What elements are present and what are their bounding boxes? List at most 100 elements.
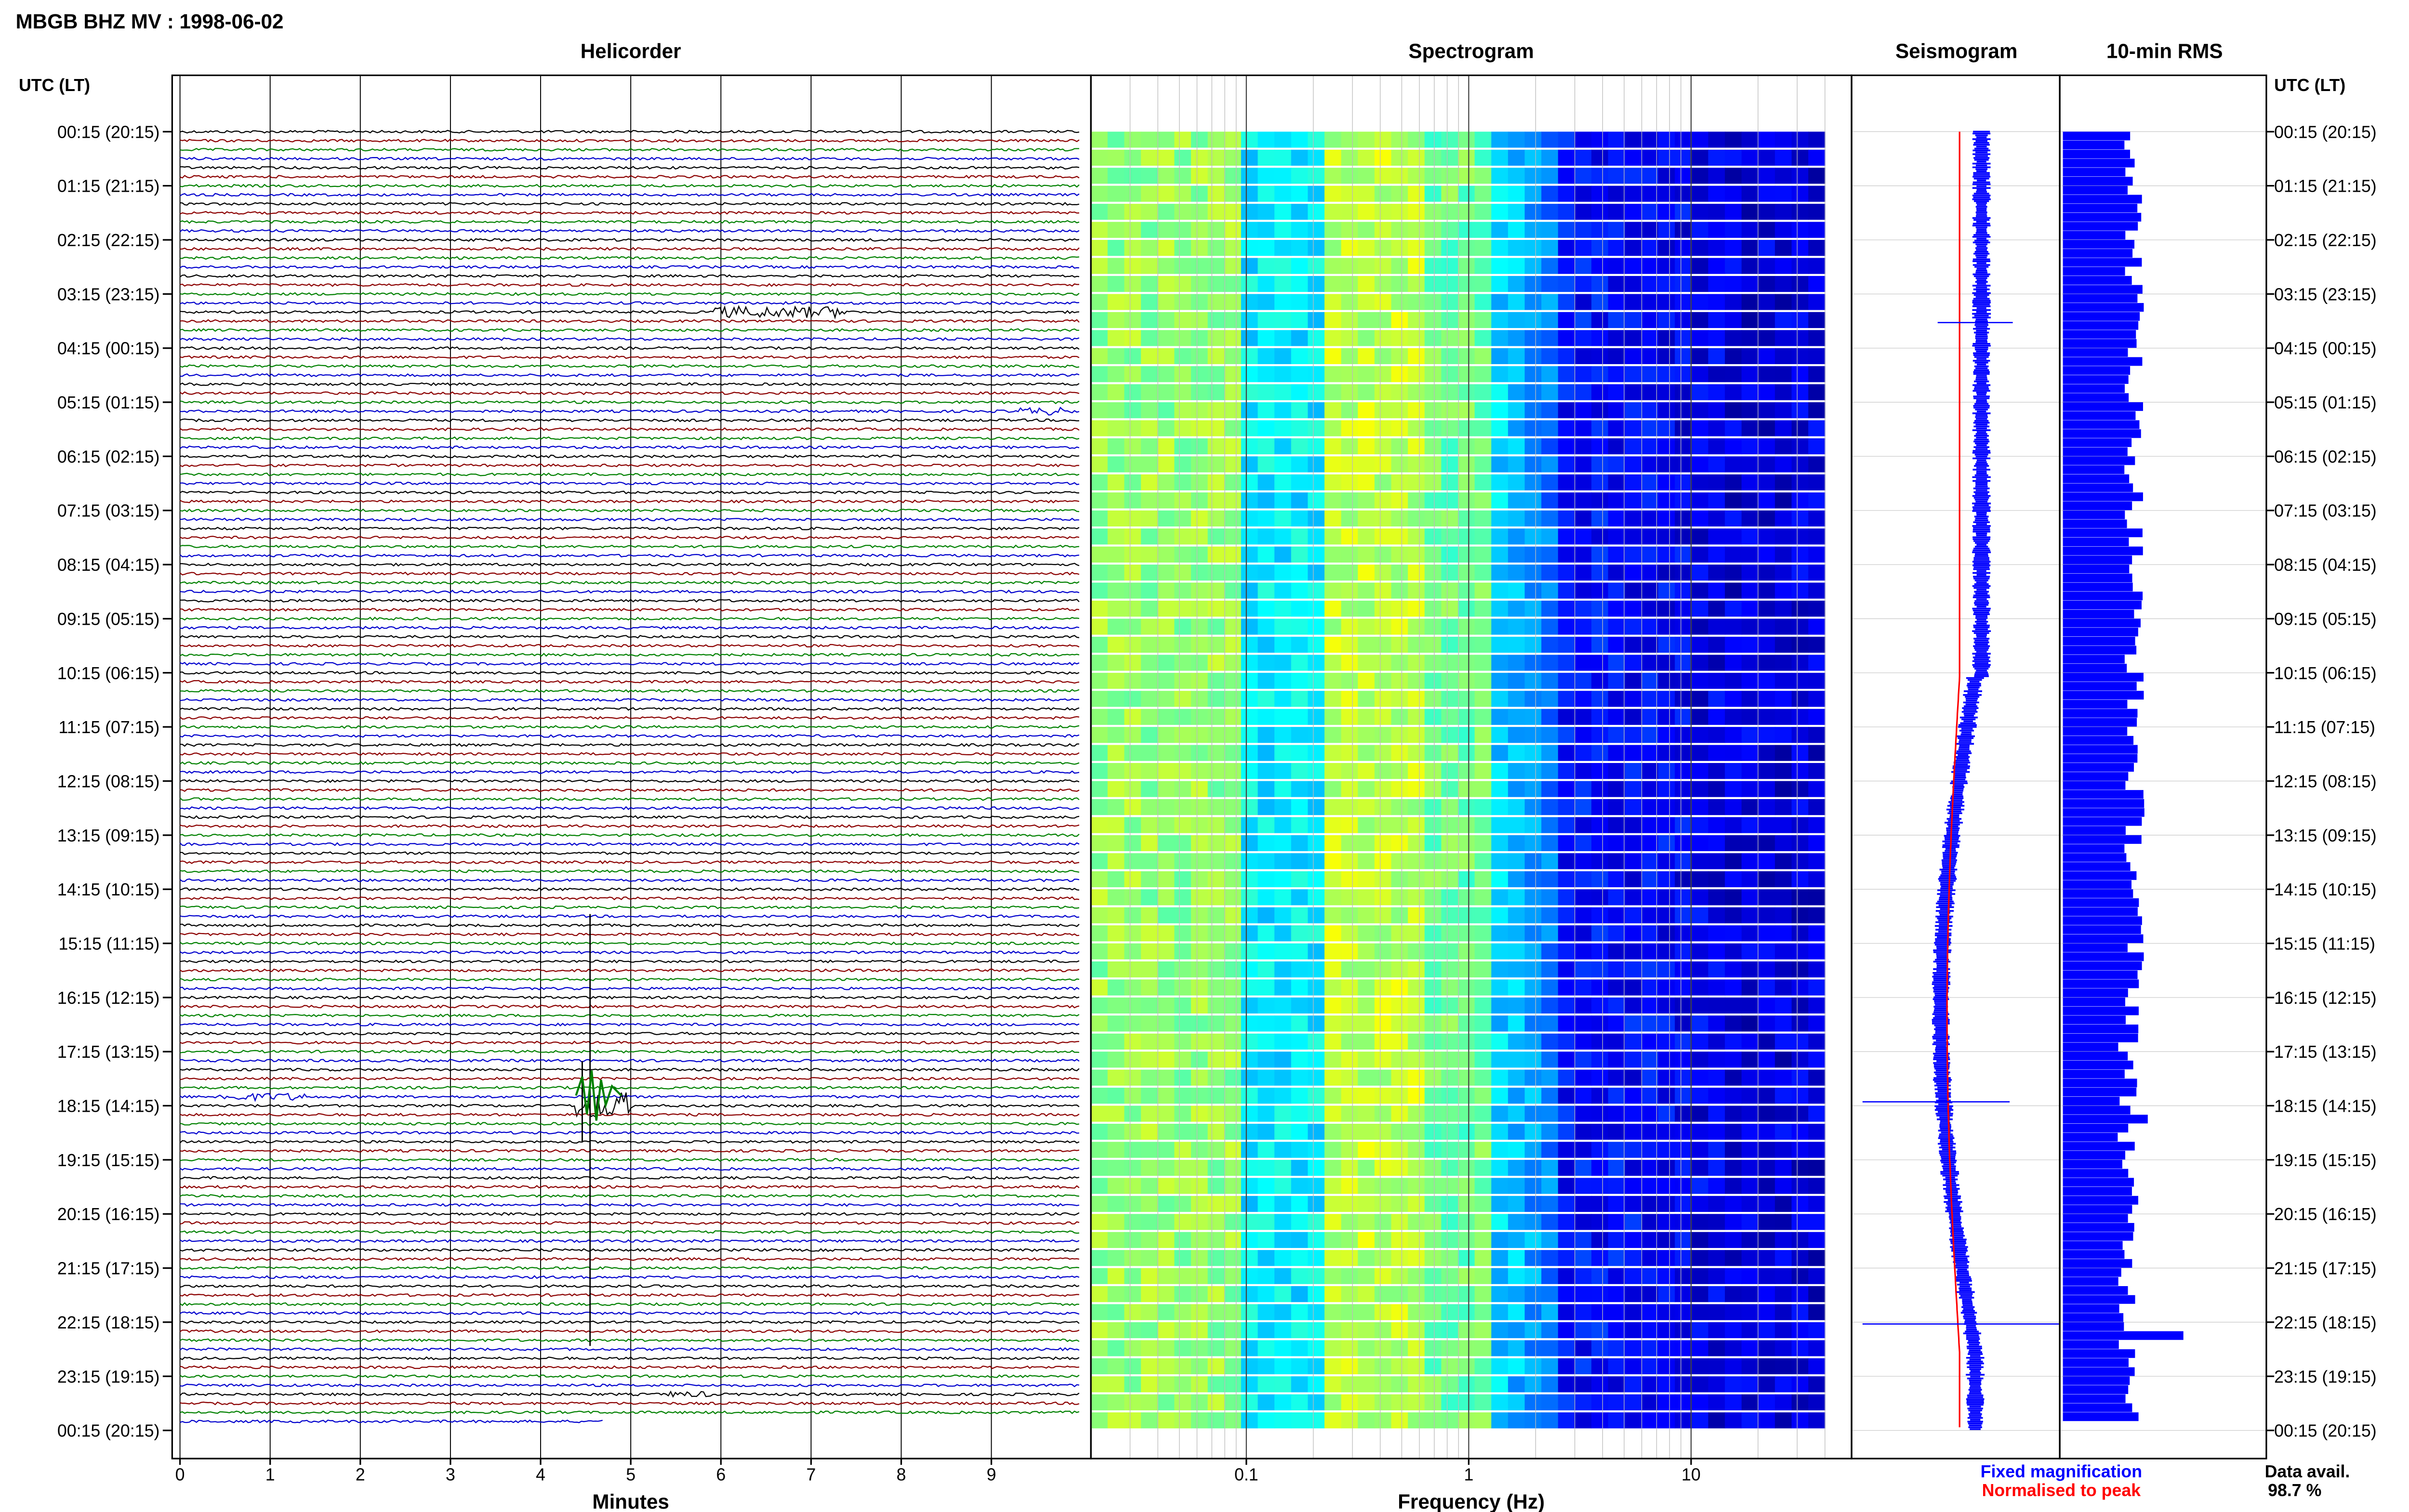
spectrogram-cell	[1207, 1394, 1225, 1410]
spectrogram-cell	[1791, 456, 1809, 473]
spectrogram-cell	[1474, 1124, 1492, 1140]
spectrogram-cell	[1124, 384, 1142, 400]
spectrogram-cell	[1341, 925, 1359, 942]
spectrogram-cell	[1441, 997, 1458, 1014]
spectrogram-cell	[1207, 348, 1225, 364]
spectrogram-cell	[1591, 1196, 1609, 1212]
spectrogram-cell	[1358, 1105, 1375, 1122]
spectrogram-cell	[1191, 420, 1208, 436]
spectrogram-cell	[1391, 312, 1409, 329]
rms-bar	[2063, 465, 2125, 474]
spectrogram-cell	[1191, 1340, 1208, 1356]
spectrogram-cell	[1808, 258, 1826, 274]
spectrogram-cell	[1341, 366, 1359, 382]
time-axis-label-left: 08:15 (04:15)	[57, 555, 159, 575]
spectrogram-cell	[1575, 258, 1592, 274]
spectrogram-cell	[1675, 402, 1692, 419]
spectrogram-cell	[1141, 817, 1158, 833]
spectrogram-cell	[1491, 1033, 1509, 1050]
spectrogram-cell	[1541, 1196, 1559, 1212]
spectrogram-cell	[1791, 420, 1809, 436]
spectrogram-cell	[1608, 492, 1626, 509]
spectrogram-cell	[1207, 330, 1225, 346]
spectrogram-cell	[1308, 402, 1325, 419]
spectrogram-cell	[1107, 1412, 1125, 1429]
time-axis-label-right: 22:15 (18:15)	[2274, 1313, 2376, 1332]
spectrogram-cell	[1241, 889, 1258, 906]
spectrogram-cell	[1091, 727, 1108, 743]
spectrogram-cell	[1741, 1178, 1759, 1194]
spectrogram-cell	[1608, 835, 1626, 852]
helicorder-xlabel: Minutes	[592, 1490, 669, 1512]
spectrogram-cell	[1091, 366, 1108, 382]
spectrogram-cell	[1324, 366, 1342, 382]
rms-bar	[2063, 808, 2144, 817]
rms-bar	[2063, 537, 2129, 547]
rms-bar	[2063, 1006, 2139, 1015]
rms-bar	[2063, 276, 2132, 285]
spectrogram-cell	[1491, 1052, 1509, 1068]
rms-bar	[2063, 889, 2133, 898]
spectrogram-cell	[1508, 907, 1525, 923]
helicorder-x-tick-label: 1	[265, 1465, 275, 1485]
spectrogram-cell	[1708, 1052, 1726, 1068]
spectrogram-cell	[1107, 402, 1125, 419]
spectrogram-cell	[1241, 348, 1258, 364]
spectrogram-cell	[1458, 655, 1475, 671]
helicorder-trace	[180, 1121, 1080, 1126]
spectrogram-cell	[1774, 709, 1792, 725]
spectrogram-cell	[1675, 853, 1692, 869]
spectrogram-cell	[1591, 1286, 1609, 1302]
rms-bar	[2063, 1250, 2125, 1259]
spectrogram-cell	[1091, 817, 1108, 833]
rms-bar	[2063, 1169, 2129, 1178]
spectrogram-cell	[1591, 1376, 1609, 1393]
helicorder-trace	[180, 562, 1080, 567]
spectrogram-cell	[1708, 835, 1726, 852]
spectrogram-cell	[1591, 510, 1609, 526]
spectrogram-cell	[1541, 384, 1559, 400]
spectrogram-cell	[1758, 258, 1775, 274]
spectrogram-cell	[1241, 1214, 1258, 1230]
time-axis-label-left: 13:15 (09:15)	[57, 826, 159, 845]
spectrogram-cell	[1575, 330, 1592, 346]
spectrogram-cell	[1524, 582, 1542, 599]
spectrogram-cell	[1741, 763, 1759, 779]
spectrogram-cell	[1725, 1052, 1742, 1068]
spectrogram-cell	[1524, 835, 1542, 852]
helicorder-x-tick-label: 8	[897, 1465, 906, 1485]
spectrogram-cell	[1741, 185, 1759, 202]
spectrogram-cell	[1625, 438, 1642, 455]
spectrogram-cell	[1458, 384, 1475, 400]
spectrogram-cell	[1308, 925, 1325, 942]
spectrogram-cell	[1157, 1376, 1175, 1393]
spectrogram-cell	[1458, 312, 1475, 329]
spectrogram-cell	[1658, 1376, 1676, 1393]
spectrogram-cell	[1758, 1322, 1775, 1339]
spectrogram-cell	[1391, 240, 1409, 256]
spectrogram-cell	[1474, 763, 1492, 779]
spectrogram-cell	[1741, 330, 1759, 346]
spectrogram-cell	[1675, 312, 1692, 329]
rms-bar	[2063, 1115, 2148, 1124]
spectrogram-cell	[1725, 691, 1742, 707]
time-axis-label-left: 19:15 (15:15)	[57, 1151, 159, 1170]
spectrogram-cell	[1374, 149, 1392, 166]
spectrogram-cell	[1391, 727, 1409, 743]
spectrogram-cell	[1524, 276, 1542, 292]
spectrogram-cell	[1675, 510, 1692, 526]
spectrogram-cell	[1474, 907, 1492, 923]
spectrogram-cell	[1257, 672, 1275, 689]
time-axis-label-right: 20:15 (16:15)	[2274, 1205, 2376, 1224]
spectrogram-cell	[1608, 961, 1626, 978]
spectrogram-cell	[1708, 889, 1726, 906]
spectrogram-cell	[1374, 438, 1392, 455]
time-axis-label-right: 00:15 (20:15)	[2274, 122, 2376, 142]
spectrogram-cell	[1408, 1250, 1425, 1266]
spectrogram-cell	[1224, 943, 1242, 960]
spectrogram-cell	[1725, 709, 1742, 725]
spectrogram-cell	[1558, 672, 1575, 689]
spectrogram-cell	[1341, 1159, 1359, 1176]
spectrogram-cell	[1658, 366, 1676, 382]
spectrogram-cell	[1558, 330, 1575, 346]
